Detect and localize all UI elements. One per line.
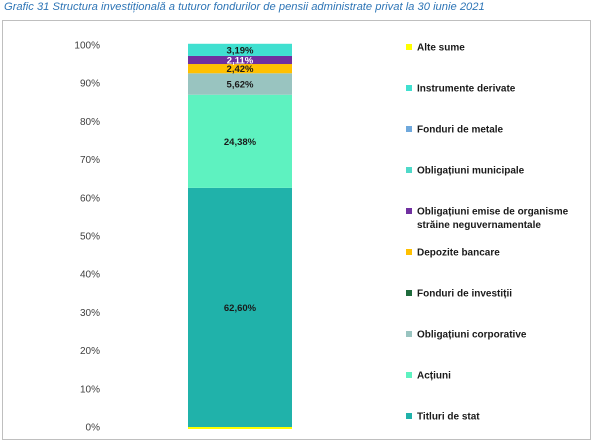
- segment-labels: 62,60% 24,38% 5,62% 2,42%2,11%3,19%: [224, 45, 257, 314]
- legend-swatch: [406, 331, 412, 337]
- y-tick-label: 90%: [80, 79, 100, 90]
- legend-swatch: [406, 167, 412, 173]
- segment-data-label: 2,42%: [227, 64, 254, 75]
- y-tick-label: 100%: [74, 41, 100, 52]
- y-tick-label: 0%: [86, 423, 101, 434]
- y-tick-label: 70%: [80, 155, 100, 166]
- legend-label: Titluri de stat: [417, 412, 480, 423]
- legend-label: Fonduri de metale: [417, 125, 504, 136]
- legend-swatch: [406, 44, 412, 50]
- bar-segment: [188, 73, 292, 95]
- legend-swatch: [406, 85, 412, 91]
- bar-segment: [188, 43, 292, 56]
- bar-segment: [188, 187, 292, 427]
- y-tick-label: 30%: [80, 308, 100, 319]
- y-tick-label: 10%: [80, 384, 100, 395]
- y-tick-label: 50%: [80, 232, 100, 243]
- legend-label: Acțiuni: [417, 371, 451, 382]
- legend-swatch: [406, 372, 412, 378]
- segment-data-label: 5,62%: [227, 80, 254, 91]
- legend-label: Alte sume: [417, 43, 465, 54]
- chart-frame: [2, 20, 591, 440]
- segment-data-label: 2,11%: [227, 55, 254, 66]
- legend-label: Fonduri de investiții: [417, 289, 512, 300]
- chart-caption: Grafic 31 Structura investițională a tut…: [4, 1, 485, 13]
- bar-segment: [188, 64, 292, 74]
- y-tick-label: 80%: [80, 117, 100, 128]
- legend-label: Obligațiuni municipale: [417, 166, 525, 177]
- legend-swatch: [406, 290, 412, 296]
- bar-baseline-sliver: [188, 427, 292, 429]
- segment-data-label: 3,19%: [227, 45, 254, 56]
- y-tick-label: 20%: [80, 346, 100, 357]
- legend: Alte sume Instrumente derivate Fonduri de …: [406, 43, 569, 423]
- y-axis-tick-labels: 0% 10% 20% 30% 40% 50% 60% 70% 80% 90% 100%: [74, 41, 100, 434]
- bar-segment: [188, 55, 292, 65]
- segment-data-label: 24,38%: [224, 137, 257, 148]
- legend-label: Obligațiuni corporative: [417, 330, 527, 341]
- y-tick-label: 60%: [80, 193, 100, 204]
- legend-swatch: [406, 208, 412, 214]
- legend-label: Instrumente derivate: [417, 84, 516, 95]
- legend-label-continued: străine neguvernamentale: [417, 220, 541, 231]
- legend-swatch: [406, 249, 412, 255]
- legend-swatch: [406, 413, 412, 419]
- legend-label: Obligațiuni emise de organisme: [417, 207, 569, 218]
- segment-data-label: 62,60%: [224, 303, 257, 314]
- bar-segment: [188, 94, 292, 188]
- legend-swatch: [406, 126, 412, 132]
- legend-label: Depozite bancare: [417, 248, 500, 259]
- y-tick-label: 40%: [80, 270, 100, 281]
- bar-segments: [188, 43, 292, 429]
